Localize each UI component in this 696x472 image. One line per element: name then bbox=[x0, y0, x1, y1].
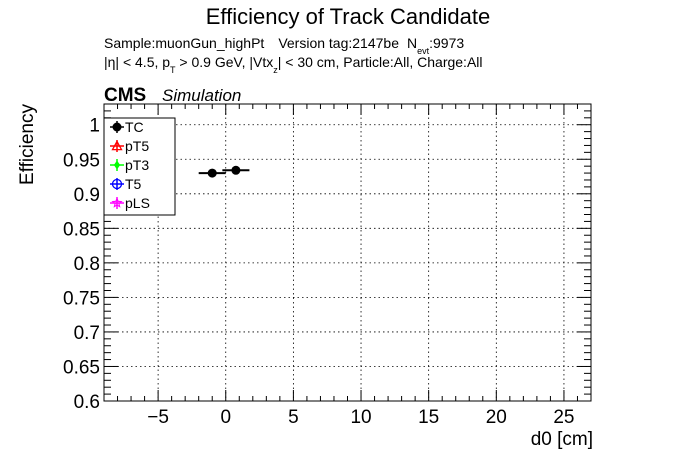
cut-sub-pt: T bbox=[170, 65, 176, 75]
legend-label: T5 bbox=[125, 176, 142, 192]
y-tick-label: 0.9 bbox=[74, 185, 100, 206]
x-tick-label: 5 bbox=[288, 407, 299, 428]
x-tick-label: 15 bbox=[418, 407, 439, 428]
x-tick-label: 0 bbox=[220, 407, 231, 428]
chart-title: Efficiency of Track Candidate bbox=[206, 4, 491, 29]
y-axis-label: Efficiency bbox=[17, 104, 38, 185]
legend-marker bbox=[111, 178, 123, 190]
nevt-subscript: evt bbox=[417, 46, 430, 56]
y-tick-label: 0.6 bbox=[74, 392, 100, 413]
x-tick-label: −5 bbox=[147, 407, 169, 428]
x-tick-label: 25 bbox=[553, 407, 574, 428]
legend-entry-pt3: pT3 bbox=[110, 157, 149, 173]
legend-entry-pt5: pT5 bbox=[110, 138, 149, 154]
point-marker bbox=[231, 165, 241, 175]
y-tick-label: 0.65 bbox=[63, 357, 100, 378]
x-axis-label: d0 [cm] bbox=[531, 429, 593, 450]
sample-label: Sample:muonGun_highPt bbox=[104, 35, 264, 51]
cms-label: CMS bbox=[104, 85, 146, 106]
data-point-tc bbox=[222, 165, 250, 175]
y-tick-label: 0.7 bbox=[74, 323, 100, 344]
subtitle-line-1: Sample:muonGun_highPt Version tag:2147be N… bbox=[104, 35, 464, 56]
legend-entry-tc: TC bbox=[110, 119, 144, 135]
cut-sub-z: z bbox=[273, 65, 278, 75]
simulation-label: Simulation bbox=[162, 86, 241, 105]
series bbox=[198, 165, 250, 178]
nevt-label: N bbox=[407, 35, 417, 51]
data-point-tc bbox=[198, 168, 226, 178]
legend-entry-t5: T5 bbox=[110, 176, 142, 192]
point-marker bbox=[207, 168, 217, 178]
grid bbox=[104, 104, 591, 402]
legend-marker bbox=[113, 160, 121, 170]
cut-text-2: > 0.9 GeV, |Vtx bbox=[176, 54, 274, 70]
plot-frame bbox=[103, 103, 592, 402]
legend-entry-pls: pLS bbox=[110, 195, 150, 211]
cut-text-1: |η| < 4.5, p bbox=[104, 54, 170, 70]
legend: TC pT5 pT3 T5 pLS bbox=[103, 117, 176, 216]
version-label: Version tag:2147be bbox=[278, 35, 399, 51]
y-tick-label: 0.75 bbox=[63, 288, 100, 309]
cut-text-3: | < 30 cm, Particle:All, Charge:All bbox=[278, 54, 483, 70]
y-tick-label: 1 bbox=[89, 116, 100, 137]
subtitle-line-2: |η| < 4.5, pT > 0.9 GeV, |Vtxz| < 30 cm,… bbox=[104, 54, 483, 75]
y-tick-label: 0.85 bbox=[63, 219, 100, 240]
nevt-value: :9973 bbox=[429, 35, 464, 51]
legend-label: pLS bbox=[125, 195, 150, 211]
legend-marker bbox=[112, 122, 122, 132]
legend-marker bbox=[111, 197, 123, 208]
x-tick-label: 20 bbox=[486, 407, 507, 428]
y-tick-label: 0.8 bbox=[74, 254, 100, 275]
legend-label: pT3 bbox=[125, 157, 149, 173]
legend-marker bbox=[111, 140, 123, 151]
x-tick-label: 10 bbox=[350, 407, 371, 428]
legend-label: pT5 bbox=[125, 138, 149, 154]
y-tick-label: 0.95 bbox=[63, 150, 100, 171]
legend-label: TC bbox=[125, 119, 144, 135]
